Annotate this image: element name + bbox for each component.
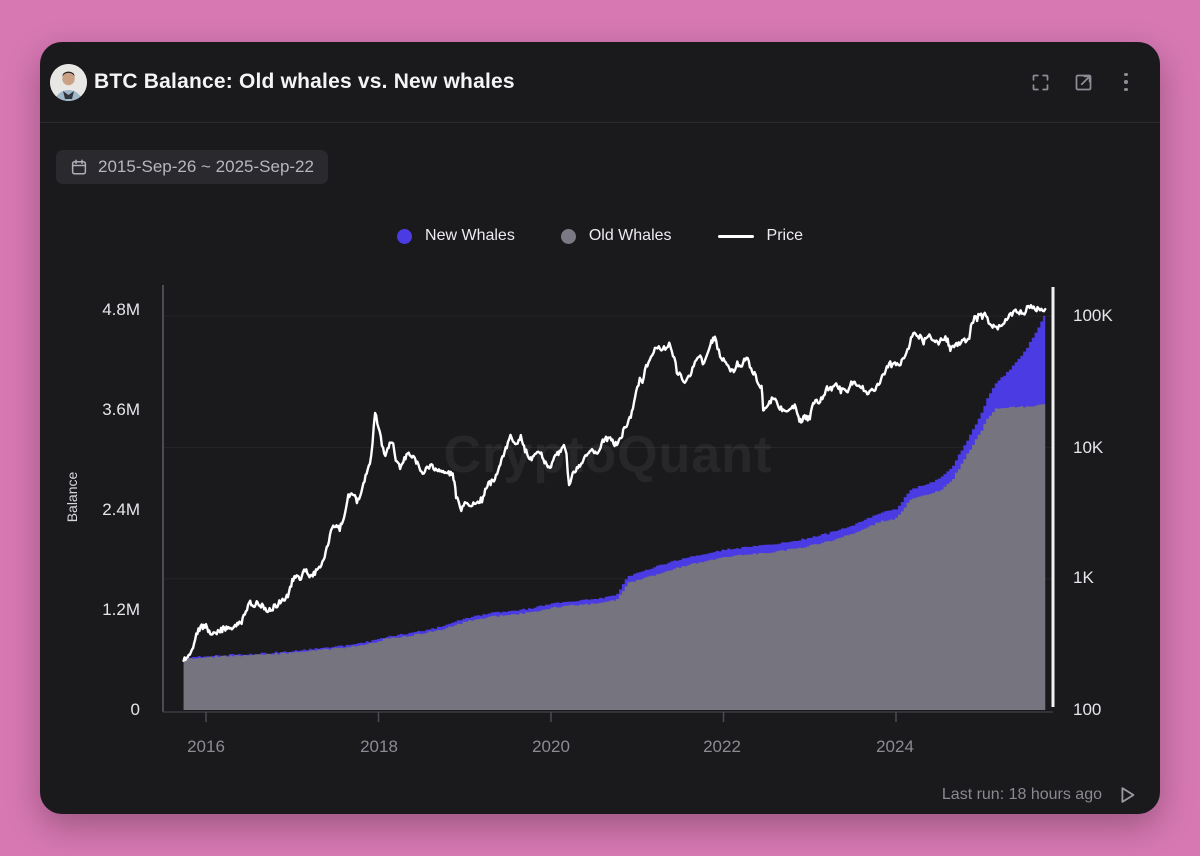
date-range-label: 2015-Sep-26 ~ 2025-Sep-22 bbox=[98, 157, 314, 176]
left-tick-label: 2.4M bbox=[102, 500, 140, 519]
last-run-label: Last run: 18 hours ago bbox=[941, 786, 1102, 803]
x-tick-label: 2022 bbox=[703, 737, 741, 756]
price-line bbox=[182, 304, 1047, 662]
x-tick-label: 2020 bbox=[532, 737, 570, 756]
right-tick-label: 1K bbox=[1073, 568, 1094, 587]
left-tick-label: 3.6M bbox=[102, 400, 140, 419]
date-range-chip[interactable]: 2015-Sep-26 ~ 2025-Sep-22 bbox=[56, 150, 328, 184]
x-tick-label: 2018 bbox=[360, 737, 398, 756]
right-tick-label: 100K bbox=[1073, 306, 1113, 325]
author-avatar[interactable] bbox=[50, 64, 87, 101]
legend-item-price[interactable]: Price bbox=[717, 227, 803, 245]
x-tick-label: 2024 bbox=[876, 737, 914, 756]
widget-footer: Last run: 18 hours ago bbox=[942, 778, 1138, 812]
left-tick-label: 4.8M bbox=[102, 300, 140, 319]
old-whales-dot-icon bbox=[560, 228, 576, 244]
avatar-image bbox=[50, 64, 87, 101]
chart-widget-card: BTC Balance: Old whales vs. New whales bbox=[40, 42, 1160, 814]
play-icon[interactable] bbox=[1116, 784, 1138, 806]
chart-plot[interactable] bbox=[40, 42, 1160, 814]
legend-label: Old Whales bbox=[588, 227, 672, 244]
price-line-icon bbox=[717, 234, 754, 238]
legend-label: Price bbox=[766, 227, 803, 244]
x-tick-label: 2016 bbox=[187, 737, 225, 756]
calendar-icon bbox=[71, 159, 87, 175]
right-tick-label: 100 bbox=[1073, 700, 1102, 719]
new-whales-dot-icon bbox=[397, 228, 413, 244]
chart-legend: New Whales Old Whales Price bbox=[40, 220, 1160, 252]
legend-label: New Whales bbox=[425, 227, 515, 244]
header-divider bbox=[40, 122, 1160, 123]
old-whales-area bbox=[183, 403, 1046, 710]
open-external-icon[interactable] bbox=[1071, 70, 1095, 94]
widget-header: BTC Balance: Old whales vs. New whales bbox=[40, 42, 1160, 122]
kebab-menu-icon[interactable] bbox=[1114, 70, 1138, 94]
left-tick-label: 1.2M bbox=[102, 600, 140, 619]
left-tick-label: 0 bbox=[130, 700, 140, 719]
legend-item-old-whales[interactable]: Old Whales bbox=[560, 227, 672, 245]
fullscreen-icon[interactable] bbox=[1028, 70, 1052, 94]
legend-item-new-whales[interactable]: New Whales bbox=[397, 227, 515, 245]
right-tick-label: 10K bbox=[1073, 438, 1104, 457]
page-title: BTC Balance: Old whales vs. New whales bbox=[94, 70, 515, 93]
header-actions bbox=[1028, 42, 1138, 122]
